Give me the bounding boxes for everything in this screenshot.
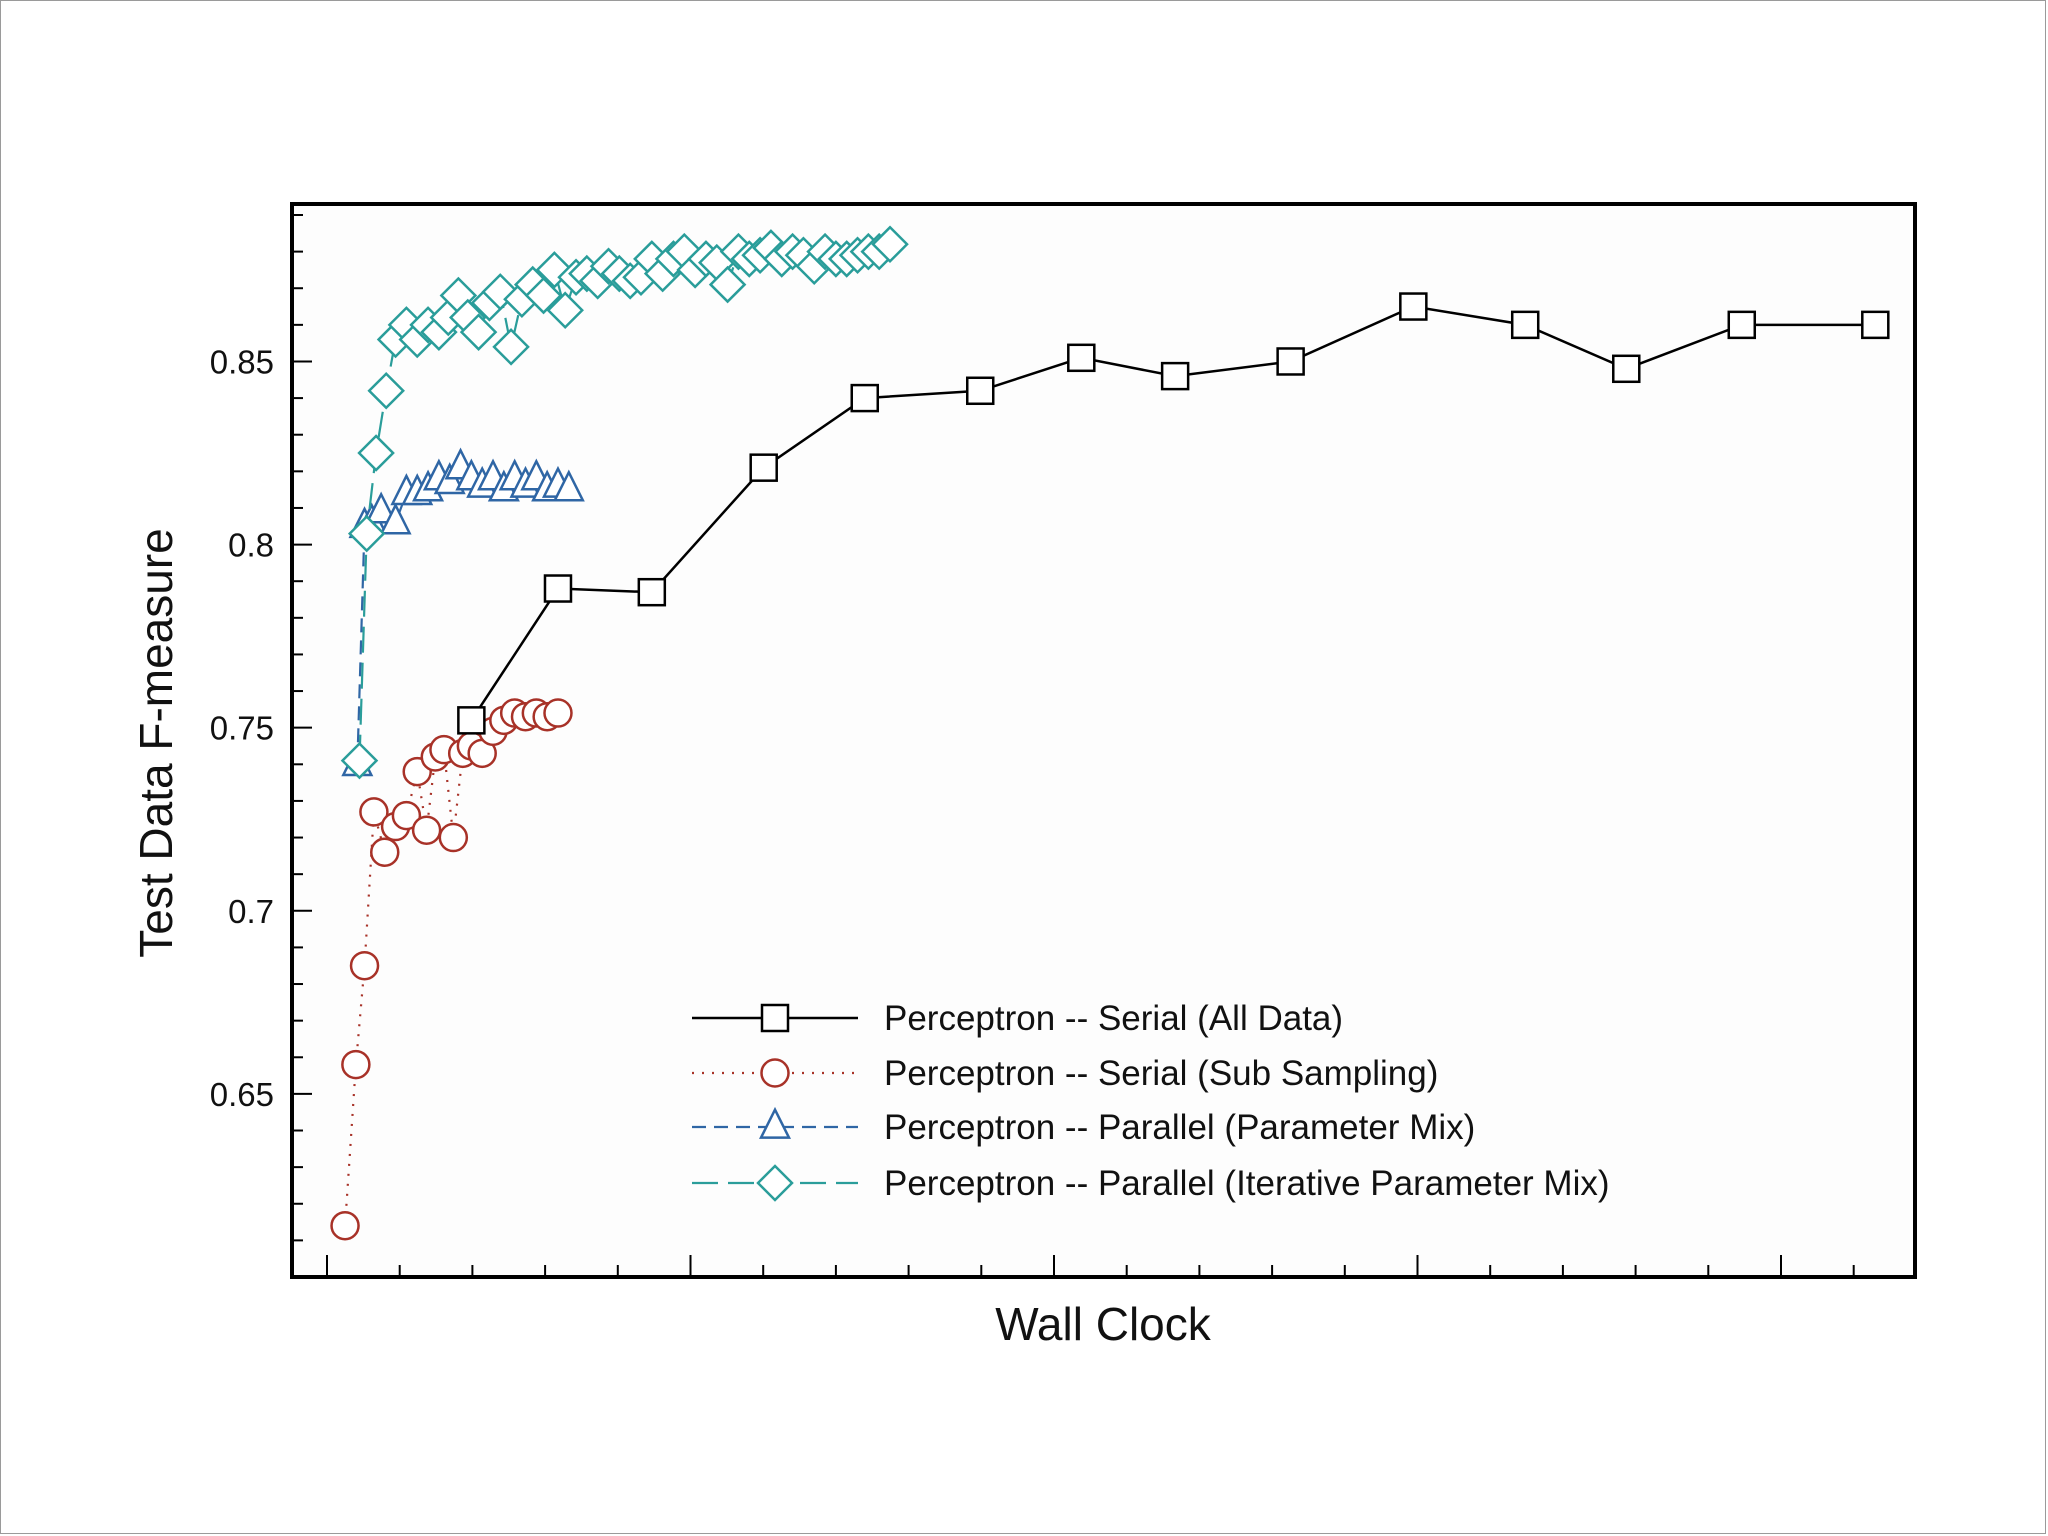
data-point-square bbox=[1727, 310, 1757, 340]
data-point-diamond bbox=[357, 434, 395, 472]
data-point-square bbox=[1612, 354, 1641, 384]
y-axis-ticks: 0.65 0.7 0.75 0.8 0.85 bbox=[210, 213, 312, 1242]
data-point-diamond bbox=[492, 328, 530, 366]
data-point-triangle bbox=[379, 502, 412, 535]
plot-area bbox=[290, 202, 1917, 1279]
series-line-serial-all-data bbox=[470, 305, 1876, 722]
data-point-diamond bbox=[340, 741, 379, 780]
data-point-diamond bbox=[481, 273, 520, 311]
legend-symbol-parallel-iterative-parameter-mix bbox=[692, 1164, 858, 1202]
data-point-diamond bbox=[459, 313, 498, 351]
legend-label-parallel-iterative-parameter-mix: Perceptron -- Parallel (Iterative Parame… bbox=[884, 1164, 1610, 1203]
legend-item-serial-sub-sampling: Perceptron -- Serial (Sub Sampling) bbox=[692, 1054, 1438, 1093]
data-point-square bbox=[965, 376, 995, 406]
data-point-square bbox=[1510, 310, 1540, 340]
legend-marker-square bbox=[760, 1003, 790, 1033]
data-point-triangle bbox=[552, 469, 585, 502]
y-tick-label: 0.7 bbox=[228, 893, 274, 930]
legend-label-parallel-parameter-mix: Perceptron -- Parallel (Parameter Mix) bbox=[884, 1108, 1475, 1147]
data-point-square bbox=[543, 574, 573, 603]
data-point-circle bbox=[349, 950, 380, 981]
series-serial-all-data bbox=[457, 292, 1890, 735]
legend-symbol-serial-all-data bbox=[692, 1003, 858, 1033]
legend-symbol-parallel-parameter-mix bbox=[692, 1106, 858, 1139]
data-point-diamond bbox=[367, 372, 405, 410]
data-point-diamond bbox=[708, 265, 747, 304]
x-axis-title: Wall Clock bbox=[995, 1298, 1212, 1350]
series-parallel-iterative-parameter-mix bbox=[340, 225, 909, 780]
data-point-square bbox=[1861, 310, 1890, 340]
data-point-circle bbox=[330, 1210, 360, 1241]
legend-marker-circle bbox=[760, 1058, 790, 1088]
data-point-square bbox=[637, 577, 667, 607]
data-point-square bbox=[850, 383, 880, 413]
data-point-circle bbox=[341, 1049, 371, 1080]
data-point-circle bbox=[411, 815, 442, 845]
series-serial-sub-sampling bbox=[330, 698, 573, 1241]
legend-symbol-serial-sub-sampling bbox=[692, 1058, 858, 1088]
data-point-square bbox=[1067, 343, 1096, 373]
data-point-circle bbox=[391, 800, 422, 831]
data-point-square bbox=[1399, 292, 1428, 321]
y-tick-label: 0.85 bbox=[210, 343, 274, 380]
data-point-diamond bbox=[524, 276, 563, 315]
plot-frame bbox=[290, 202, 1917, 1279]
legend-item-parallel-iterative-parameter-mix: Perceptron -- Parallel (Iterative Parame… bbox=[692, 1164, 1610, 1203]
data-point-circle bbox=[543, 698, 573, 728]
y-axis-title: Test Data F-measure bbox=[130, 528, 182, 957]
legend-item-serial-all-data: Perceptron -- Serial (All Data) bbox=[692, 999, 1343, 1038]
legend-label-serial-all-data: Perceptron -- Serial (All Data) bbox=[884, 999, 1343, 1038]
data-point-square bbox=[457, 706, 486, 735]
data-point-circle bbox=[359, 797, 389, 827]
data-point-circle bbox=[369, 837, 400, 867]
series-parallel-parameter-mix bbox=[341, 447, 585, 777]
data-point-square bbox=[749, 453, 778, 482]
data-point-diamond bbox=[347, 514, 386, 553]
series-layer bbox=[330, 225, 1890, 1241]
legend-label-serial-sub-sampling: Perceptron -- Serial (Sub Sampling) bbox=[884, 1054, 1438, 1093]
data-point-triangle bbox=[365, 491, 398, 524]
legend: Perceptron -- Serial (All Data) Perceptr… bbox=[692, 999, 1610, 1203]
data-point-square bbox=[1160, 361, 1190, 391]
y-tick-label: 0.75 bbox=[210, 710, 274, 747]
y-tick-label: 0.65 bbox=[210, 1076, 274, 1113]
data-point-square bbox=[1276, 347, 1305, 376]
legend-item-parallel-parameter-mix: Perceptron -- Parallel (Parameter Mix) bbox=[692, 1106, 1475, 1147]
legend-marker-triangle bbox=[758, 1106, 792, 1139]
legend-marker-diamond bbox=[756, 1164, 794, 1202]
y-tick-label: 0.8 bbox=[228, 527, 274, 564]
data-point-diamond bbox=[546, 291, 584, 329]
data-point-diamond bbox=[871, 225, 909, 264]
data-point-circle bbox=[438, 822, 469, 853]
x-axis-ticks bbox=[326, 1255, 1855, 1277]
